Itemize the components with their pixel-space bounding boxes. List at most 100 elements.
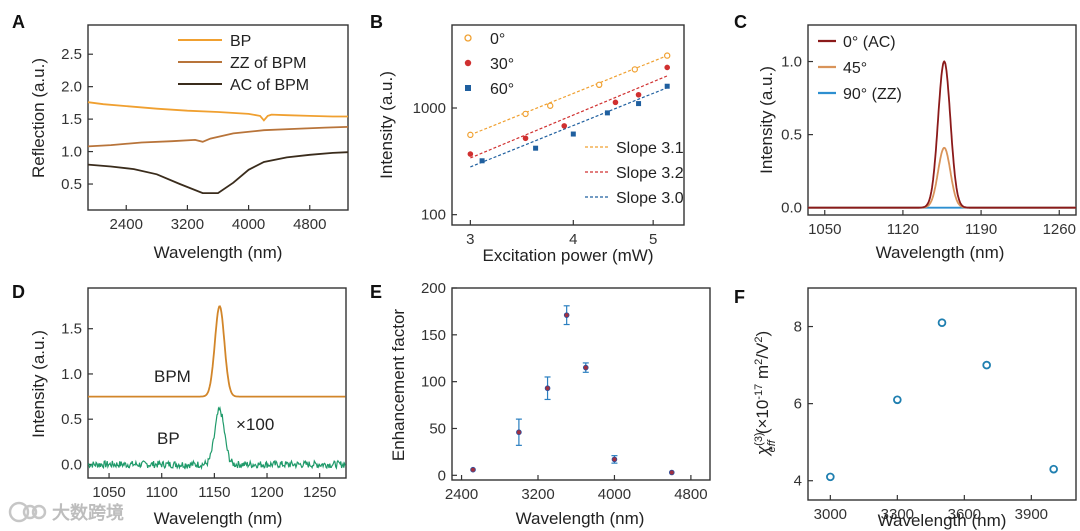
panel-e-xtick-label: 4000 bbox=[598, 486, 631, 503]
panel-b-points bbox=[467, 52, 671, 164]
panel-a-xlabel: Wavelength (nm) bbox=[154, 243, 283, 262]
panel-f-xtick-label: 3600 bbox=[948, 506, 981, 523]
panel-a-legend-label: ZZ of BPM bbox=[230, 55, 306, 72]
panel-e-point bbox=[668, 469, 675, 476]
panel-a-xtick-label: 3200 bbox=[171, 216, 204, 233]
panel-a-xtick: 2400 bbox=[110, 205, 143, 233]
panel-d-ytick-label: 1.0 bbox=[61, 366, 82, 383]
panel-f-ylabel: χ(3)eff(×10-17 m2/V2) bbox=[753, 331, 778, 457]
panel-a-ticks: 2400 3200 4000 4800 0.5 1.0 1.5 2.0 2.5 bbox=[61, 46, 326, 233]
panel-f-xtick-label: 3000 bbox=[814, 506, 847, 523]
panel-f-xtick: 3000 bbox=[814, 495, 847, 523]
panel-f-ylabel-units-post: /V bbox=[753, 342, 772, 359]
panel-c-legend-label: 45° bbox=[843, 60, 867, 77]
panel-f-xtick: 3600 bbox=[948, 495, 981, 523]
panel-a-legend: BP ZZ of BPM AC of BPM bbox=[178, 33, 309, 94]
watermark-logo-icon bbox=[8, 501, 47, 523]
panel-c-xtick-label: 1260 bbox=[1043, 221, 1076, 238]
panel-e-xtick-label: 4800 bbox=[674, 486, 707, 503]
panel-e-ytick-label: 100 bbox=[421, 374, 446, 391]
panel-c-ylabel: Intensity (a.u.) bbox=[757, 66, 776, 174]
panel-d-ytick-label: 0.0 bbox=[61, 456, 82, 473]
panel-e-xtick: 4800 bbox=[674, 475, 708, 503]
panel-c-series-line-1 bbox=[808, 146, 1076, 209]
panel-d-series bbox=[87, 305, 346, 471]
panel-e-ytick-label: 0 bbox=[438, 467, 446, 484]
panel-c-xtick: 1120 bbox=[887, 210, 919, 238]
panel-b-point bbox=[522, 135, 529, 142]
panel-b-point bbox=[561, 123, 568, 129]
panel-f-ylabel-units-close: ) bbox=[753, 331, 772, 337]
panel-f-point bbox=[1049, 464, 1058, 474]
panel-e-ytick: 150 bbox=[421, 327, 457, 344]
panel-b-legend-marker bbox=[464, 34, 472, 42]
panel-f-ytick: 6 bbox=[794, 396, 813, 413]
panel-a-legend-label: AC of BPM bbox=[230, 77, 309, 94]
panel-c-ytick-label: 0.0 bbox=[781, 200, 802, 217]
panel-b-xtick: 5 bbox=[649, 220, 657, 248]
panel-c-xtick-label: 1190 bbox=[965, 221, 997, 238]
panel-c-legend-label: 0° (AC) bbox=[843, 34, 896, 51]
panel-f-ytick-label: 6 bbox=[794, 396, 802, 413]
panel-d-xtick: 1250 bbox=[303, 473, 336, 501]
panel-c-legend: 0° (AC) 45° 90° (ZZ) bbox=[818, 34, 902, 103]
panel-f-ylabel-units-mid: m bbox=[753, 365, 772, 384]
panel-f-ylabel-units-exp: -17 bbox=[753, 384, 765, 400]
panel-e-point bbox=[544, 385, 551, 392]
panel-f-xtick: 3300 bbox=[881, 495, 914, 523]
panel-e-ylabel: Enhancement factor bbox=[389, 309, 408, 461]
panel-d-ytick-label: 0.5 bbox=[61, 411, 82, 428]
panel-f-ylabel-units-exp3: 2 bbox=[753, 337, 765, 343]
panel-b-fit-legend-label: Slope 3.1 bbox=[616, 140, 684, 157]
panel-d-ytick: 1.5 bbox=[61, 321, 93, 338]
panel-b-xtick: 4 bbox=[569, 220, 577, 248]
watermark: 大数跨境 bbox=[8, 497, 124, 527]
panel-e-points bbox=[470, 305, 675, 476]
panel-b-legend-label: 0° bbox=[490, 31, 505, 48]
panel-d-axis-box bbox=[87, 287, 347, 479]
panel-d-bpm-label: BPM bbox=[154, 367, 191, 386]
panel-e-xtick: 2400 bbox=[445, 475, 478, 503]
panel-d-ylabel: Intensity (a.u.) bbox=[29, 330, 48, 438]
panel-d-bp-label: BP bbox=[157, 429, 180, 448]
panel-b-point bbox=[635, 91, 642, 98]
panel-e-point bbox=[563, 312, 570, 318]
panel-d-xtick-label: 1200 bbox=[250, 484, 283, 501]
panel-d-xtick-label: 1150 bbox=[198, 484, 230, 501]
panel-a-series-line-2 bbox=[87, 151, 349, 194]
panel-c-xtick-label: 1050 bbox=[808, 221, 841, 238]
panel-letter-e: E bbox=[370, 282, 382, 302]
panel-f-points bbox=[826, 318, 1058, 482]
panel-d-scale-label: ×100 bbox=[236, 415, 274, 434]
panel-c-axis-box bbox=[807, 24, 1077, 216]
panel-b-point bbox=[467, 131, 474, 139]
panel-e-point bbox=[516, 429, 522, 436]
panel-e-ytick-label: 50 bbox=[429, 420, 446, 437]
panel-a-series bbox=[87, 101, 349, 194]
panel-c-series bbox=[808, 60, 1076, 209]
panel-d-xtick: 1100 bbox=[146, 473, 178, 501]
panel-b-xlabel: Excitation power (mW) bbox=[483, 246, 654, 265]
panel-f-point bbox=[893, 395, 902, 405]
panel-a-ytick: 2.0 bbox=[61, 79, 93, 96]
panel-b-ytick: 100 bbox=[421, 207, 457, 224]
panel-b-point bbox=[664, 83, 670, 89]
panel-a-ytick: 2.5 bbox=[61, 46, 93, 63]
panel-f-chi3-chart: 3000 3300 3600 3900 4 6 8 Wavelength (nm) χ(3)… bbox=[753, 287, 1077, 530]
panel-b-ytick: 1000 bbox=[413, 100, 457, 117]
panel-a-xtick-label: 4000 bbox=[232, 216, 265, 233]
panel-f-ylabel-units-exp2: 2 bbox=[753, 359, 765, 365]
panel-b-ytick-label: 1000 bbox=[413, 100, 446, 117]
panel-c-ytick-label: 0.5 bbox=[781, 127, 802, 144]
panel-e-ytick: 50 bbox=[429, 420, 457, 437]
panel-a-xtick: 3200 bbox=[171, 205, 204, 233]
panel-b-xtick-label: 4 bbox=[569, 231, 577, 248]
panel-a-series-line-1 bbox=[87, 126, 349, 148]
panel-b-point bbox=[547, 102, 554, 109]
panel-c-ytick: 0.5 bbox=[781, 127, 813, 144]
panel-a-ylabel: Reflection (a.u.) bbox=[29, 58, 48, 178]
panel-b-fit-line-2 bbox=[470, 87, 668, 168]
panel-c-xtick: 1260 bbox=[1043, 210, 1076, 238]
